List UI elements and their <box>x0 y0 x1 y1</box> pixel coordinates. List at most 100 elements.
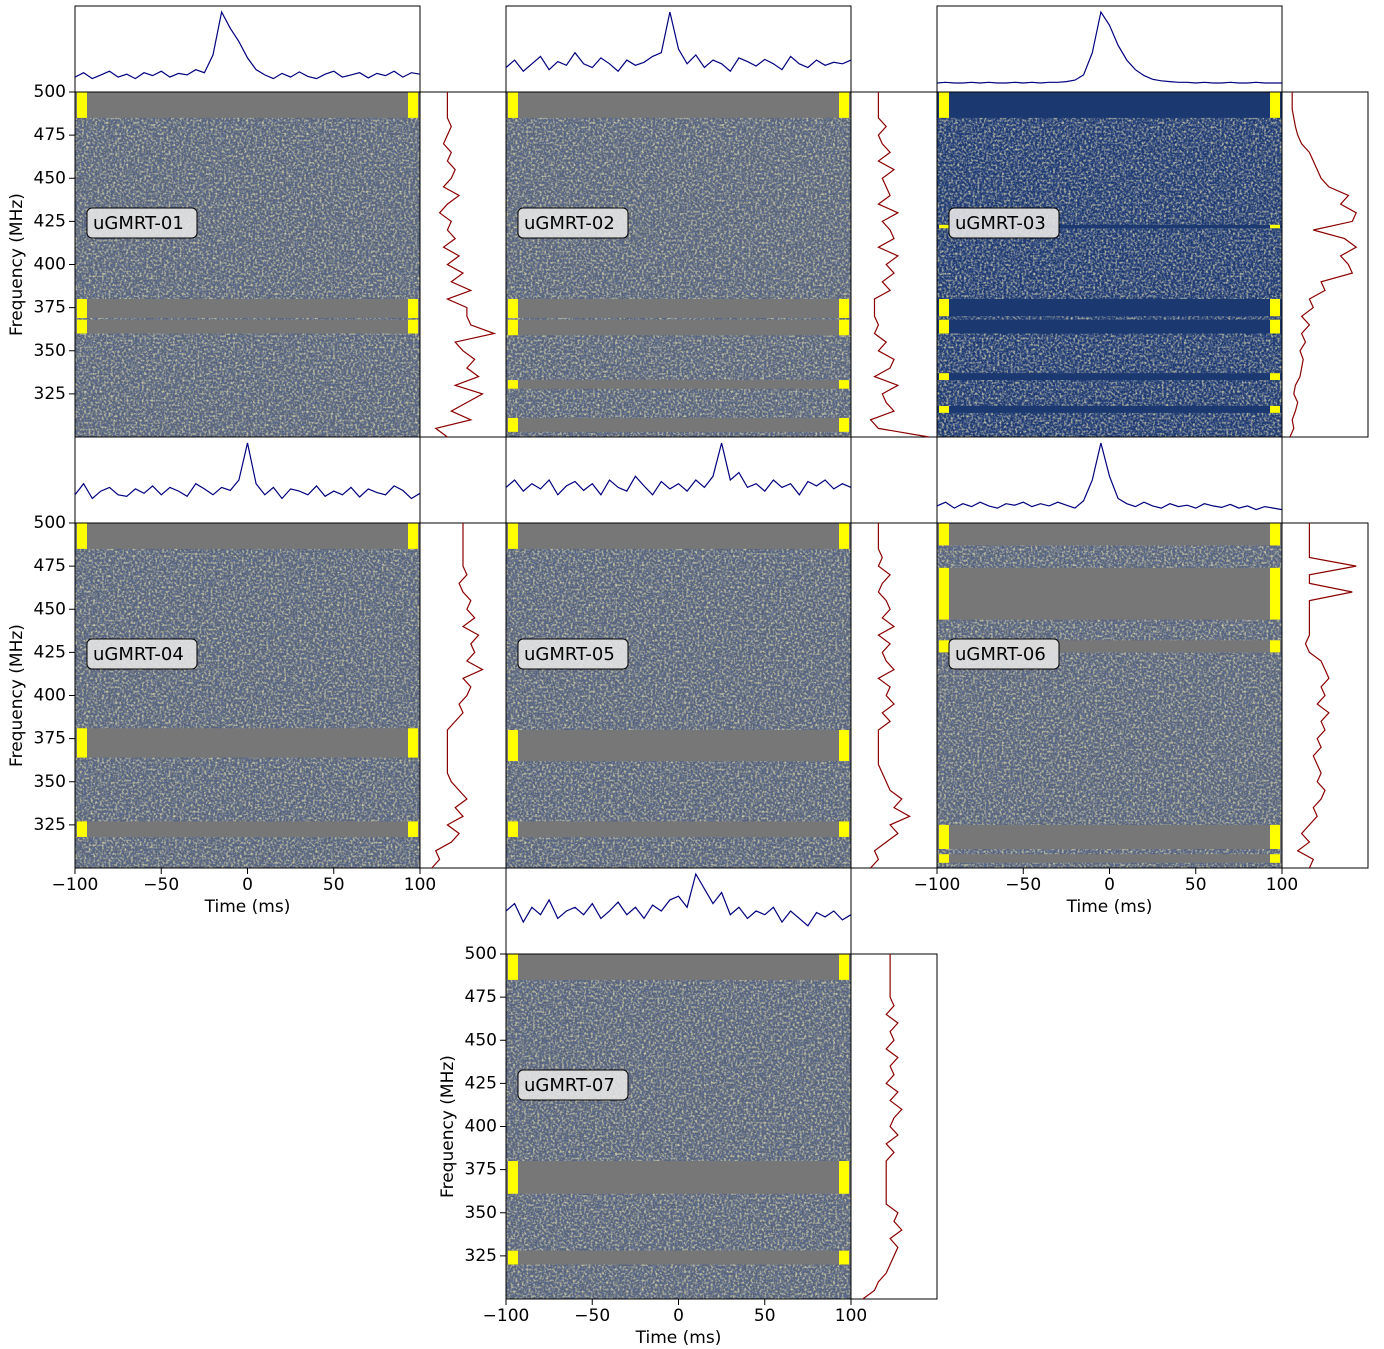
spectrum-frame <box>1281 522 1369 869</box>
mask-marker <box>408 319 418 334</box>
mask-marker <box>508 92 518 118</box>
mask-marker <box>939 567 949 620</box>
mask-marker <box>939 824 949 850</box>
mask-marker <box>939 854 949 863</box>
mask-marker <box>1270 299 1280 317</box>
noise-texture <box>75 523 420 868</box>
label-box <box>86 638 198 670</box>
mask-marker <box>839 418 849 432</box>
label-box <box>948 207 1060 239</box>
mask-marker <box>939 640 949 653</box>
mask-marker <box>77 523 87 549</box>
masked-band <box>937 523 1282 546</box>
x-tick-label: −100 <box>52 875 99 895</box>
x-tick-label: 50 <box>1185 875 1207 895</box>
masked-band <box>506 319 851 336</box>
y-axis-label: Frequency (MHz) <box>438 1055 458 1198</box>
masked-band <box>506 299 851 318</box>
y-tick-label: 325 <box>34 384 66 404</box>
y-tick-label: 400 <box>465 1117 497 1137</box>
mask-marker <box>839 92 849 118</box>
mask-marker <box>1270 92 1280 118</box>
label-box <box>517 638 629 670</box>
y-tick-label: 425 <box>34 211 66 231</box>
mask-marker <box>939 373 949 381</box>
panel-label: uGMRT-04 <box>93 644 184 665</box>
mask-marker <box>508 523 518 549</box>
y-tick-label: 325 <box>34 815 66 835</box>
label-box <box>517 1069 629 1101</box>
y-tick-label: 400 <box>34 686 66 706</box>
x-tick-label: 100 <box>835 1306 867 1326</box>
masked-band <box>937 299 1282 317</box>
y-tick-label: 325 <box>465 1246 497 1266</box>
mask-marker <box>1270 405 1280 413</box>
y-tick-label: 500 <box>465 944 497 964</box>
time-profile <box>505 872 852 927</box>
mask-marker <box>77 299 87 318</box>
mask-marker <box>939 523 949 546</box>
y-axis-label: Frequency (MHz) <box>7 624 27 767</box>
y-tick-label: 475 <box>465 987 497 1007</box>
x-tick-label: −100 <box>914 875 961 895</box>
y-tick-label: 475 <box>34 556 66 576</box>
x-tick-label: −100 <box>483 1306 530 1326</box>
mask-marker <box>408 821 418 837</box>
y-tick-label: 400 <box>34 255 66 275</box>
y-tick-label: 475 <box>34 125 66 145</box>
mask-marker <box>839 299 849 318</box>
y-tick-label: 350 <box>34 341 66 361</box>
y-tick-label: 350 <box>465 1203 497 1223</box>
noise-texture <box>506 954 851 1299</box>
noise-texture <box>75 92 420 437</box>
x-tick-label: 0 <box>673 1306 684 1326</box>
mask-marker <box>408 92 418 118</box>
profile-frame <box>505 5 852 93</box>
spectrum <box>434 92 497 438</box>
y-tick-label: 375 <box>465 1160 497 1180</box>
panel-label: uGMRT-07 <box>524 1075 615 1096</box>
mask-marker <box>1270 373 1280 381</box>
time-profile <box>74 442 421 500</box>
masked-band <box>75 92 420 118</box>
x-tick-label: −50 <box>574 1306 610 1326</box>
mask-marker <box>839 954 849 980</box>
masked-band <box>937 319 1282 334</box>
panel-label: uGMRT-05 <box>524 644 615 665</box>
mask-marker <box>839 319 849 336</box>
masked-band <box>506 523 851 549</box>
profile-frame <box>74 436 421 524</box>
mask-marker <box>1270 224 1280 229</box>
mask-marker <box>408 523 418 549</box>
masked-band <box>506 730 851 762</box>
label-box <box>86 207 198 239</box>
mask-marker <box>77 92 87 118</box>
y-tick-label: 425 <box>465 1073 497 1093</box>
y-tick-label: 425 <box>34 642 66 662</box>
mask-marker <box>508 730 518 762</box>
masked-band <box>937 824 1282 850</box>
label-box <box>517 207 629 239</box>
masked-band <box>937 405 1282 413</box>
mask-marker <box>1270 824 1280 850</box>
spectrum-frame <box>850 91 938 438</box>
spectrum <box>870 523 911 869</box>
masked-band <box>75 319 420 334</box>
masked-band <box>75 299 420 318</box>
masked-band <box>937 373 1282 381</box>
mask-marker <box>839 1250 849 1265</box>
mask-marker <box>508 319 518 336</box>
label-box <box>948 638 1060 670</box>
mask-marker <box>839 821 849 837</box>
spectrum-frame <box>1281 91 1369 438</box>
masked-band <box>75 728 420 758</box>
masked-band <box>506 1161 851 1194</box>
mask-marker <box>839 380 849 389</box>
mask-marker <box>508 821 518 837</box>
y-tick-label: 350 <box>34 772 66 792</box>
masked-band <box>506 954 851 980</box>
panel-label: uGMRT-06 <box>955 644 1046 665</box>
masked-band <box>75 523 420 549</box>
